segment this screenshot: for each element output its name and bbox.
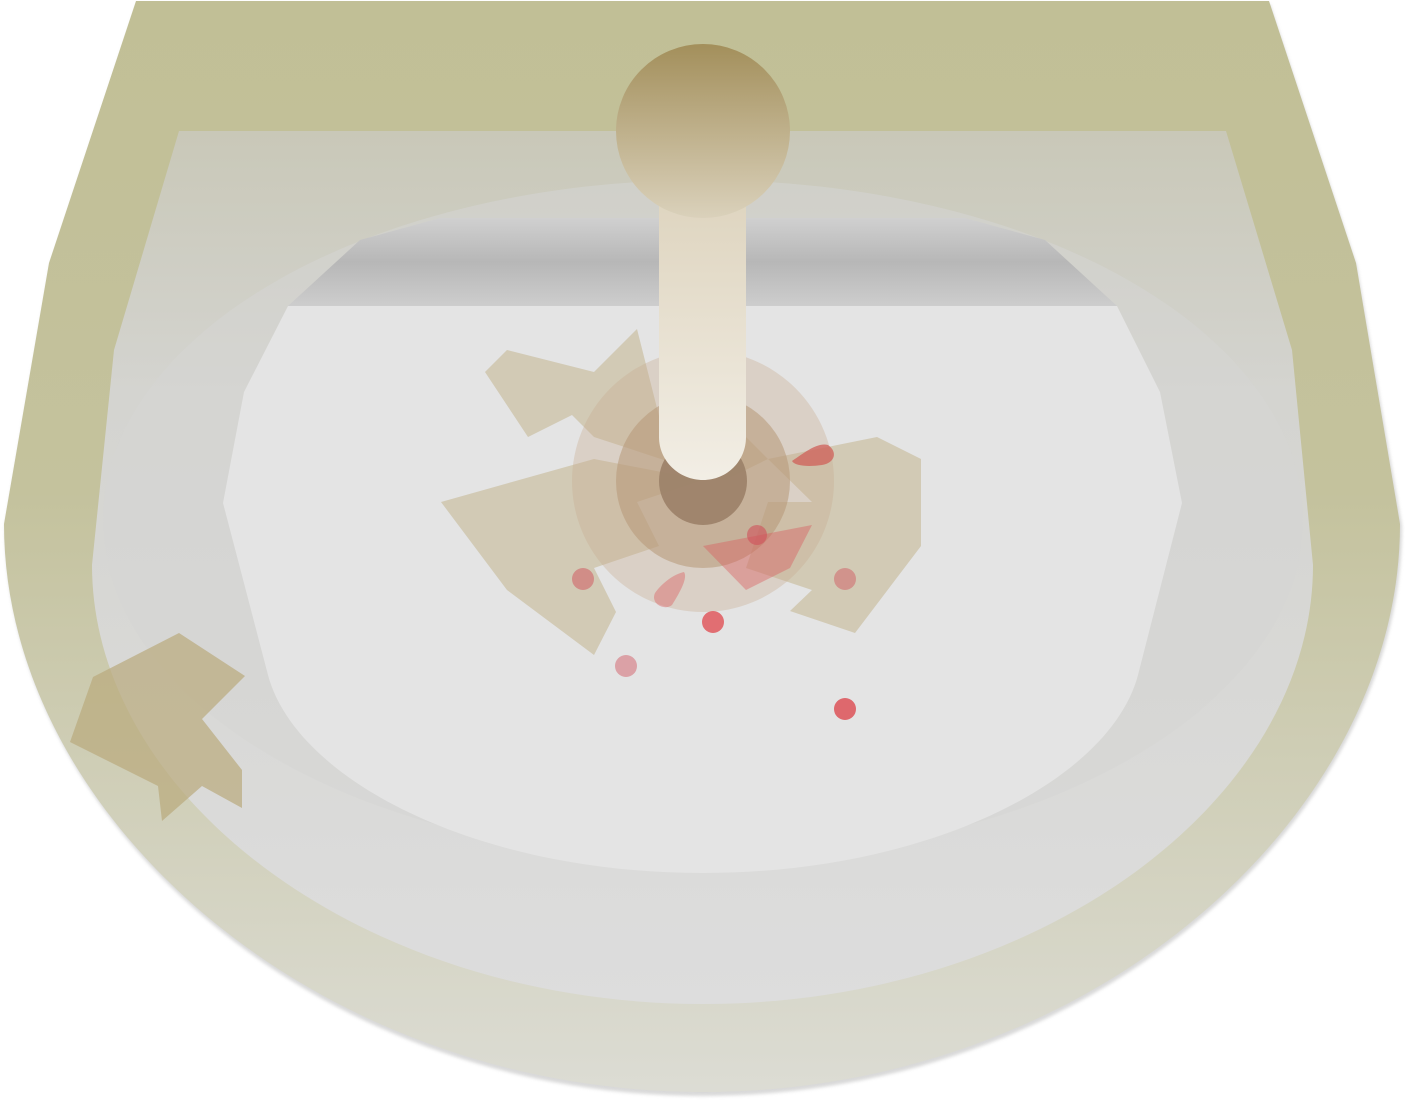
blood-spot [572,568,594,590]
grime-patch [70,633,245,821]
blood-stains [572,444,856,720]
blood-smear [703,525,812,590]
faucet [616,44,790,480]
faucet-spout [659,180,746,480]
blood-spot [834,568,856,590]
faucet-base [616,44,790,218]
blood-spot [747,525,767,545]
basin-floor [223,306,1182,873]
blood-smear [792,444,834,466]
blood-spot [615,655,637,677]
blood-smear [653,572,686,608]
blood-spot [702,611,724,633]
grime-patch [746,437,921,633]
blood-spot [834,698,856,720]
